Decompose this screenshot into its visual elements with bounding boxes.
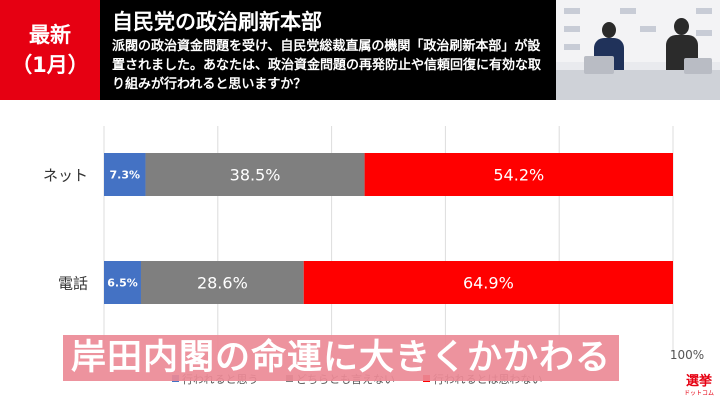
laptop-icon [584, 56, 614, 74]
laptop-icon [684, 58, 712, 74]
presenter-head [602, 22, 616, 38]
bar-segment [364, 153, 673, 196]
chart-bars [104, 153, 673, 304]
wall-logo [696, 8, 712, 14]
tick-label: 100% [670, 348, 704, 362]
bar-segment [140, 261, 304, 304]
bar-segment [104, 261, 141, 304]
data-label: 6.5% [107, 277, 138, 290]
data-label: 38.5% [230, 166, 281, 185]
bar-segment [145, 153, 365, 196]
site-logo: 選挙 ドットコム [682, 374, 716, 402]
wall-logo [620, 8, 636, 14]
category-label: 電話 [58, 275, 88, 293]
site-logo-sub: ドットコム [683, 390, 714, 397]
site-logo-main: 選挙 [685, 374, 712, 389]
latest-badge: 最新 （1月） [0, 0, 100, 100]
badge-line1: 最新 [29, 23, 71, 47]
category-label: ネット [43, 167, 88, 185]
data-label: 54.2% [493, 166, 544, 185]
bar-segment [104, 153, 146, 196]
data-label: 7.3% [110, 169, 141, 182]
caption-banner: 岸田内閣の命運に大きくかかわる [63, 335, 620, 381]
data-label: 64.9% [463, 274, 514, 293]
wall-logo [564, 26, 580, 32]
survey-question: 派閥の政治資金問題を受け、自民党総裁直属の機関「政治刷新本部」が設置されました。… [112, 39, 542, 92]
data-label: 28.6% [197, 274, 248, 293]
header-banner: 最新 （1月） 自民党の政治刷新本部 派閥の政治資金問題を受け、自民党総裁直属の… [0, 0, 720, 100]
wall-logo [564, 44, 580, 50]
chart-labels: ネット 7.3% 38.5% 54.2% 電話 6.5% 28.6% 64.9% 100% [43, 166, 704, 363]
bar-segment [303, 261, 673, 304]
wall-logo [640, 26, 656, 32]
survey-title: 自民党の政治刷新本部 [112, 10, 322, 34]
presenter-head [674, 18, 689, 35]
badge-line2: （1月） [11, 53, 89, 77]
studio-video-inset [556, 0, 720, 100]
wall-logo [564, 8, 580, 14]
wall-logo [696, 30, 712, 36]
studio-desk [556, 70, 720, 100]
